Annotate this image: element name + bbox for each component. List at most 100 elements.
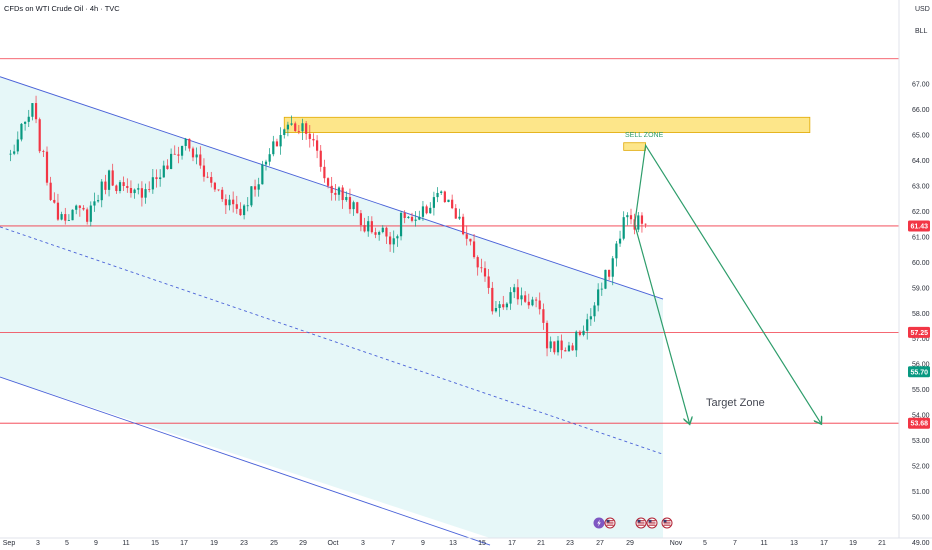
candle[interactable] xyxy=(462,213,465,236)
candle[interactable] xyxy=(618,230,622,247)
candle[interactable] xyxy=(472,233,476,259)
candle[interactable] xyxy=(396,234,399,247)
us-flag-event-icon[interactable] xyxy=(635,517,647,529)
candle[interactable] xyxy=(385,226,388,245)
candle[interactable] xyxy=(38,117,41,154)
candle[interactable] xyxy=(589,308,592,326)
candle[interactable] xyxy=(626,212,629,226)
candle[interactable] xyxy=(403,210,406,224)
candle[interactable] xyxy=(56,193,60,221)
candle[interactable] xyxy=(586,313,589,340)
candle[interactable] xyxy=(53,192,56,204)
candle[interactable] xyxy=(593,302,596,322)
candle[interactable] xyxy=(34,95,38,124)
candle[interactable] xyxy=(447,199,450,203)
candle[interactable] xyxy=(410,212,414,223)
candle[interactable] xyxy=(184,137,187,151)
candle[interactable] xyxy=(199,146,202,169)
candle[interactable] xyxy=(188,138,191,152)
candle[interactable] xyxy=(224,194,227,215)
candle[interactable] xyxy=(115,184,118,194)
candle[interactable] xyxy=(341,185,344,209)
candle[interactable] xyxy=(483,261,487,282)
candle[interactable] xyxy=(494,300,498,313)
candle[interactable] xyxy=(202,158,206,182)
candle[interactable] xyxy=(418,210,421,221)
candle[interactable] xyxy=(49,176,52,202)
candle[interactable] xyxy=(553,341,556,355)
candle[interactable] xyxy=(162,160,165,178)
candle[interactable] xyxy=(107,169,111,197)
candle[interactable] xyxy=(290,115,293,126)
candle[interactable] xyxy=(556,336,560,356)
candle[interactable] xyxy=(436,187,439,203)
candle[interactable] xyxy=(567,341,571,352)
candle[interactable] xyxy=(513,283,516,299)
candle[interactable] xyxy=(330,176,333,201)
us-flag-event-icon[interactable] xyxy=(661,517,673,529)
candle[interactable] xyxy=(429,202,432,214)
candle[interactable] xyxy=(644,223,647,228)
price-label-tag[interactable]: 61.43 xyxy=(908,220,930,232)
candle[interactable] xyxy=(67,214,70,222)
candle[interactable] xyxy=(257,177,260,197)
candle[interactable] xyxy=(191,146,195,162)
candle[interactable] xyxy=(243,204,246,220)
candle[interactable] xyxy=(104,174,107,195)
candle[interactable] xyxy=(235,195,238,214)
us-flag-event-icon[interactable] xyxy=(646,517,658,529)
candle[interactable] xyxy=(148,181,151,193)
candle[interactable] xyxy=(78,205,81,217)
candle[interactable] xyxy=(93,192,96,212)
candle[interactable] xyxy=(458,208,461,220)
candle[interactable] xyxy=(166,159,169,170)
candle[interactable] xyxy=(509,287,512,310)
candle[interactable] xyxy=(611,255,614,286)
candle[interactable] xyxy=(13,144,16,156)
candle[interactable] xyxy=(312,133,315,147)
candle[interactable] xyxy=(137,183,140,195)
candle[interactable] xyxy=(516,279,519,305)
candle[interactable] xyxy=(374,227,377,239)
candle[interactable] xyxy=(144,183,147,204)
time-axis[interactable]: Sep 3 5 9 11 15 17 19 23 25 29 Oct 3 7 9 13 15 17 21 23 27 29… xyxy=(3,540,886,547)
candle[interactable] xyxy=(640,212,644,233)
candle[interactable] xyxy=(389,231,392,252)
candle[interactable] xyxy=(505,302,508,311)
candle[interactable] xyxy=(100,179,103,208)
candle[interactable] xyxy=(75,204,78,215)
candle[interactable] xyxy=(487,269,490,294)
candle[interactable] xyxy=(502,295,505,310)
candle[interactable] xyxy=(151,169,154,194)
candle[interactable] xyxy=(443,190,446,203)
candle[interactable] xyxy=(24,121,27,131)
candle[interactable] xyxy=(399,211,403,241)
candle[interactable] xyxy=(177,146,180,164)
candle[interactable] xyxy=(608,269,611,281)
candle[interactable] xyxy=(126,178,129,193)
candle[interactable] xyxy=(600,282,603,296)
candle[interactable] xyxy=(491,281,494,315)
channel-lower-line[interactable] xyxy=(0,376,491,546)
candle[interactable] xyxy=(64,207,67,225)
projection-arrow[interactable] xyxy=(634,143,821,423)
candle[interactable] xyxy=(545,320,549,357)
candle[interactable] xyxy=(111,163,114,187)
candle[interactable] xyxy=(297,124,300,135)
candle[interactable] xyxy=(480,258,483,273)
candle[interactable] xyxy=(440,190,443,195)
candle[interactable] xyxy=(352,200,355,216)
candle[interactable] xyxy=(432,191,435,216)
candle[interactable] xyxy=(173,145,176,155)
us-flag-event-icon[interactable] xyxy=(604,517,616,529)
candle[interactable] xyxy=(170,148,173,170)
candle[interactable] xyxy=(629,208,633,225)
candle[interactable] xyxy=(345,191,348,202)
candle[interactable] xyxy=(531,296,534,307)
candle[interactable] xyxy=(261,160,264,185)
candle[interactable] xyxy=(334,184,337,201)
candle[interactable] xyxy=(82,205,85,211)
candle[interactable] xyxy=(305,121,308,140)
candle[interactable] xyxy=(564,347,567,352)
candle[interactable] xyxy=(575,330,578,357)
